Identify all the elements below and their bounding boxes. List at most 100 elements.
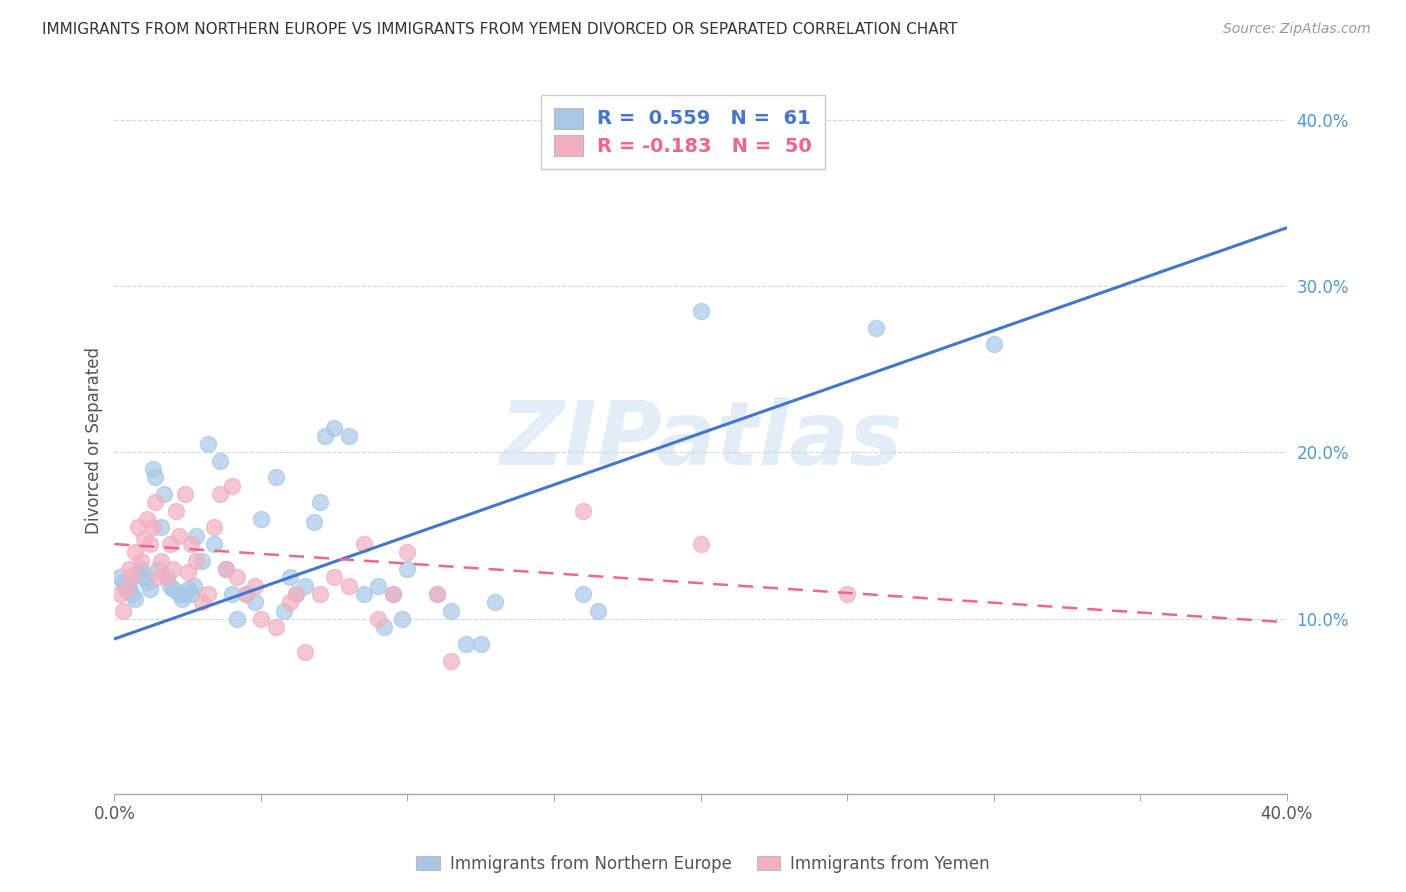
Point: [243, 595, 266, 609]
Point: [243, 579, 266, 593]
Point: [162, 582, 184, 596]
Point: [396, 562, 419, 576]
Point: [118, 579, 141, 593]
Point: [115, 582, 138, 596]
Point: [285, 587, 308, 601]
Point: [373, 620, 395, 634]
Point: [183, 579, 205, 593]
Point: [180, 537, 202, 551]
Point: [118, 562, 141, 576]
Point: [440, 604, 463, 618]
Point: [353, 537, 375, 551]
Point: [148, 570, 170, 584]
Point: [150, 554, 173, 568]
Point: [572, 587, 595, 601]
Point: [165, 504, 187, 518]
Point: [308, 587, 330, 601]
Point: [273, 604, 295, 618]
Point: [454, 637, 477, 651]
Point: [308, 495, 330, 509]
Point: [148, 562, 170, 576]
Point: [226, 570, 249, 584]
Point: [865, 320, 887, 334]
Point: [180, 587, 202, 601]
Point: [176, 566, 198, 580]
Point: [572, 504, 595, 518]
Point: [221, 479, 243, 493]
Text: IMMIGRANTS FROM NORTHERN EUROPE VS IMMIGRANTS FROM YEMEN DIVORCED OR SEPARATED C: IMMIGRANTS FROM NORTHERN EUROPE VS IMMIG…: [42, 22, 957, 37]
Point: [586, 604, 609, 618]
Point: [197, 437, 219, 451]
Point: [381, 587, 404, 601]
Point: [294, 645, 316, 659]
Point: [367, 579, 389, 593]
Point: [159, 537, 181, 551]
Point: [156, 570, 179, 584]
Point: [112, 575, 135, 590]
Point: [170, 591, 193, 606]
Point: [138, 537, 160, 551]
Point: [215, 562, 238, 576]
Point: [835, 587, 858, 601]
Point: [202, 537, 225, 551]
Point: [689, 304, 711, 318]
Point: [141, 462, 163, 476]
Point: [162, 562, 184, 576]
Point: [129, 562, 152, 576]
Point: [167, 587, 190, 601]
Point: [278, 570, 301, 584]
Point: [264, 620, 287, 634]
Point: [208, 454, 231, 468]
Point: [176, 582, 198, 596]
Point: [173, 587, 195, 601]
Point: [285, 587, 308, 601]
Point: [294, 579, 316, 593]
Point: [235, 587, 257, 601]
Point: [145, 495, 167, 509]
Point: [337, 429, 360, 443]
Point: [983, 337, 1005, 351]
Point: [264, 470, 287, 484]
Point: [167, 529, 190, 543]
Point: [124, 545, 146, 559]
Point: [235, 587, 257, 601]
Point: [132, 532, 155, 546]
Point: [159, 579, 181, 593]
Point: [202, 520, 225, 534]
Point: [145, 470, 167, 484]
Point: [124, 591, 146, 606]
Point: [186, 529, 208, 543]
Point: [208, 487, 231, 501]
Point: [221, 587, 243, 601]
Point: [250, 512, 273, 526]
Point: [121, 587, 143, 601]
Point: [110, 570, 132, 584]
Y-axis label: Divorced or Separated: Divorced or Separated: [86, 346, 103, 533]
Point: [135, 512, 157, 526]
Text: Source: ZipAtlas.com: Source: ZipAtlas.com: [1223, 22, 1371, 37]
Point: [150, 520, 173, 534]
Point: [191, 554, 214, 568]
Point: [323, 420, 346, 434]
Point: [470, 637, 492, 651]
Point: [353, 587, 375, 601]
Point: [173, 487, 195, 501]
Point: [337, 579, 360, 593]
Point: [197, 587, 219, 601]
Point: [426, 587, 449, 601]
Point: [226, 612, 249, 626]
Point: [135, 575, 157, 590]
Point: [391, 612, 413, 626]
Point: [484, 595, 506, 609]
Point: [191, 595, 214, 609]
Legend: Immigrants from Northern Europe, Immigrants from Yemen: Immigrants from Northern Europe, Immigra…: [409, 848, 997, 880]
Point: [115, 582, 138, 596]
Point: [323, 570, 346, 584]
Point: [110, 587, 132, 601]
Point: [314, 429, 336, 443]
Point: [127, 520, 149, 534]
Point: [112, 604, 135, 618]
Point: [250, 612, 273, 626]
Point: [138, 582, 160, 596]
Point: [302, 516, 325, 530]
